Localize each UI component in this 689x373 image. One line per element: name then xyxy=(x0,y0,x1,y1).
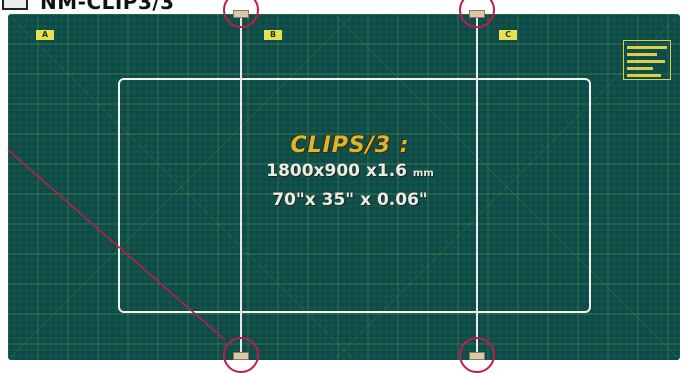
page-title: NM-CLIP3/3 xyxy=(40,0,175,14)
spec-imperial: 70"x 35" x 0.06" xyxy=(272,190,428,210)
highlight-circle-top-left xyxy=(223,0,259,28)
title-bar: NM-CLIP3/3 xyxy=(0,0,240,14)
spec-metric: 1800x900 x1.6 mm xyxy=(170,158,530,187)
highlight-circle-top-right xyxy=(459,0,495,28)
mat-legend xyxy=(623,40,671,80)
section-label-c: C xyxy=(499,30,517,40)
section-label-a: A xyxy=(36,30,54,40)
section-label-b: B xyxy=(264,30,282,40)
spec-title: CLIPS/3 : xyxy=(290,133,410,158)
highlight-circle-bottom-left xyxy=(223,337,259,373)
clip-line-left xyxy=(240,14,242,360)
spec-block: CLIPS/3 : 1800x900 x1.6 mm 70"x 35" x 0.… xyxy=(170,133,530,213)
clip-line-right xyxy=(476,14,478,360)
spec-metric-unit: mm xyxy=(412,168,434,179)
spec-metric-value: 1800x900 x1.6 xyxy=(266,161,407,181)
mat-icon xyxy=(2,0,28,10)
highlight-circle-bottom-right xyxy=(459,337,495,373)
